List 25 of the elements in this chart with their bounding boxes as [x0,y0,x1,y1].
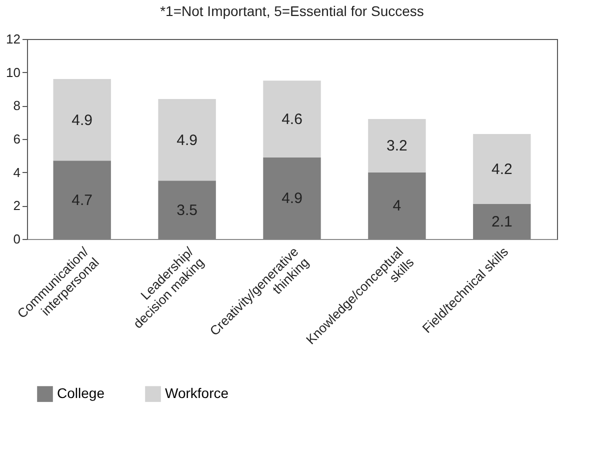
data-label: 4.9 [176,132,198,149]
bar [473,134,531,204]
bar [368,119,426,172]
bar [53,79,111,161]
y-tick-label: 0 [13,232,20,246]
data-label: 4.9 [282,190,302,208]
y-tick-label: 2 [13,198,20,214]
bar [263,80,321,158]
data-label: 4 [392,198,402,215]
y-tick-label: 6 [13,132,20,146]
legend-label: Workforce [165,385,229,402]
data-label: 3.5 [176,202,198,219]
data-label: 2.1 [491,214,512,230]
data-label: 4.2 [491,161,512,178]
y-tick-label: 12 [6,32,20,46]
y-tick-label: 4 [13,164,20,180]
data-label: 4.6 [282,111,302,128]
data-label: 4.9 [72,112,93,129]
y-tick-label: 8 [13,98,20,114]
y-tick-label: 10 [6,64,20,80]
chart-title: *1=Not Important, 5=Essential for Success [160,3,424,19]
bar [158,99,216,181]
legend-label: College [57,385,105,402]
data-label: 4.7 [72,192,93,209]
data-label: 3.2 [386,138,408,155]
